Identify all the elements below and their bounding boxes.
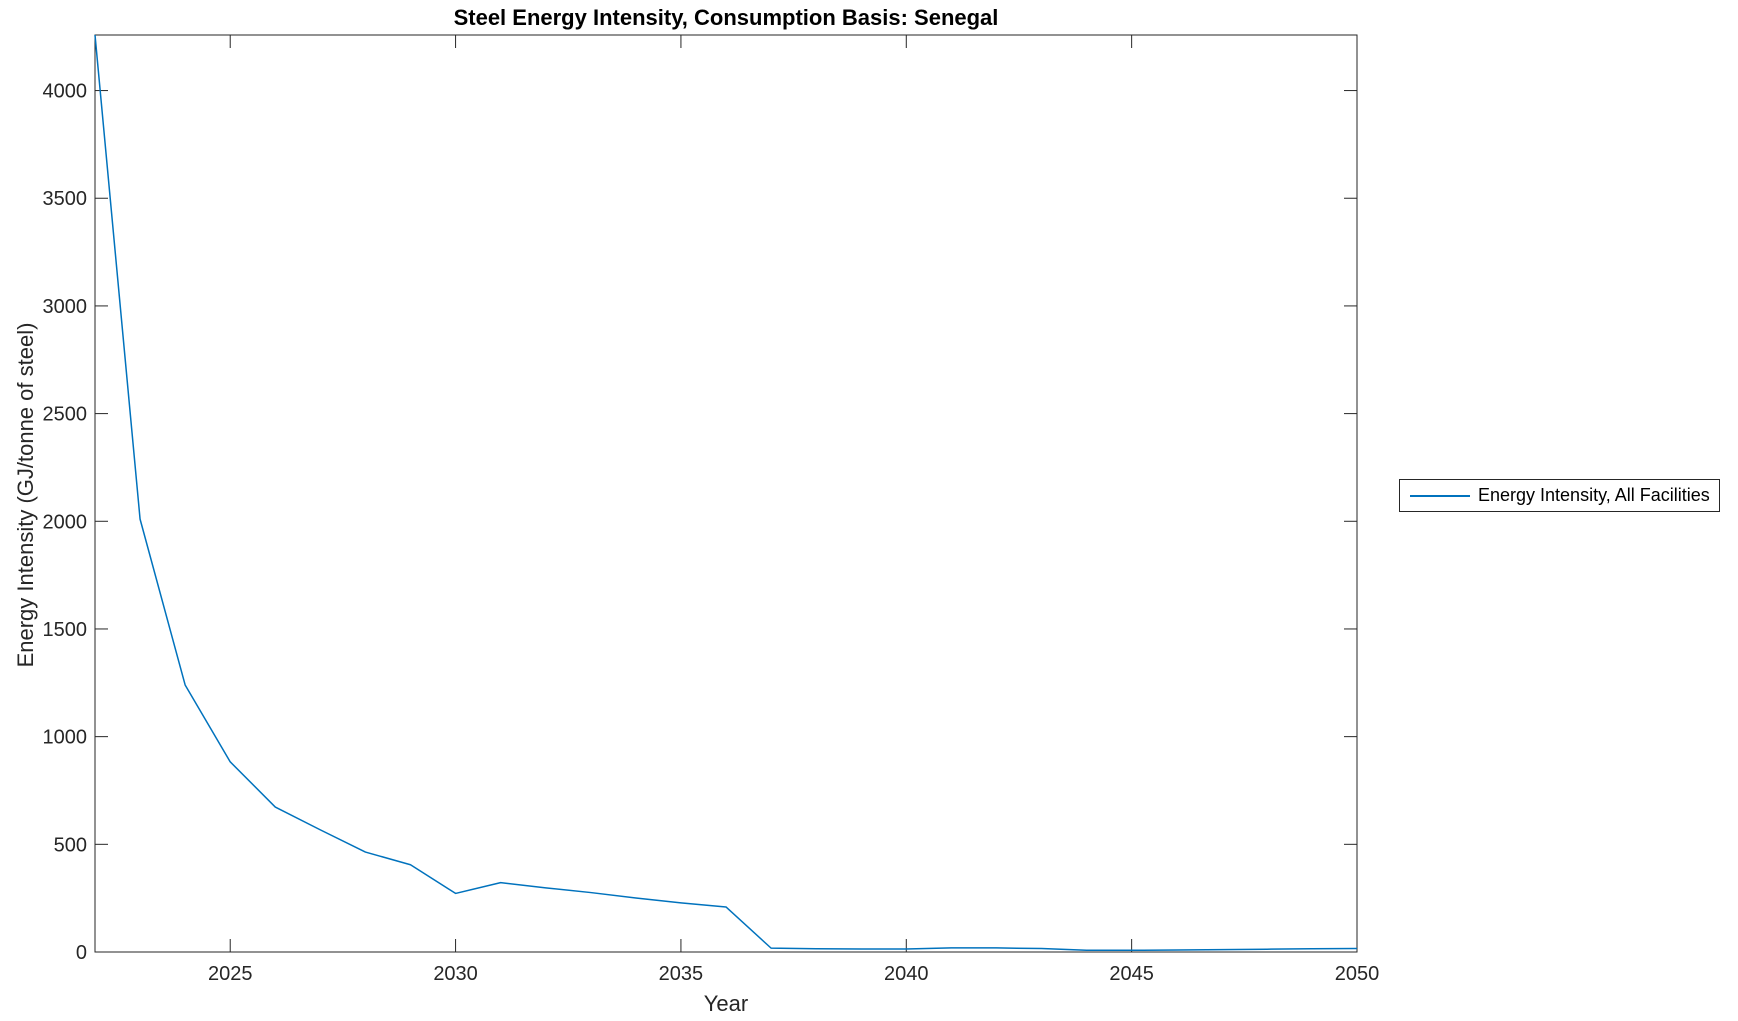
plot-border xyxy=(94,34,1358,953)
energy-intensity-line xyxy=(94,34,1358,952)
x-tick-label: 2045 xyxy=(1109,963,1154,985)
y-tick-label: 2500 xyxy=(43,404,88,426)
y-tick-label: 3000 xyxy=(43,296,88,318)
x-tick-label: 2025 xyxy=(208,963,253,985)
legend-line-sample xyxy=(1410,494,1470,497)
legend-box: Energy Intensity, All Facilities xyxy=(1399,479,1720,512)
y-tick-label: 1000 xyxy=(43,727,88,749)
y-axis-label: Energy Intensity (GJ/tonne of steel) xyxy=(13,322,38,668)
y-tick-label: 1500 xyxy=(43,619,88,641)
chart-title: Steel Energy Intensity, Consumption Basi… xyxy=(453,5,999,30)
x-tick-label: 2050 xyxy=(1335,963,1380,985)
y-tick-label: 0 xyxy=(76,942,87,964)
y-axis-ticks xyxy=(95,90,1357,953)
x-axis-ticks xyxy=(229,35,1358,952)
y-tick-labels: 0 500 1000 1500 2000 2500 3000 3500 4000 xyxy=(43,81,88,964)
legend-entry-label: Energy Intensity, All Facilities xyxy=(1478,485,1710,505)
x-tick-label: 2035 xyxy=(659,963,704,985)
y-tick-label: 4000 xyxy=(43,81,88,103)
y-tick-label: 3500 xyxy=(43,188,88,210)
x-axis-label: Year xyxy=(703,991,749,1016)
x-tick-labels: 2025 2030 2035 2040 2045 2050 xyxy=(208,963,1379,985)
x-tick-label: 2030 xyxy=(433,963,478,985)
x-tick-label: 2040 xyxy=(884,963,929,985)
y-tick-label: 500 xyxy=(54,834,87,856)
y-tick-label: 2000 xyxy=(43,511,88,533)
